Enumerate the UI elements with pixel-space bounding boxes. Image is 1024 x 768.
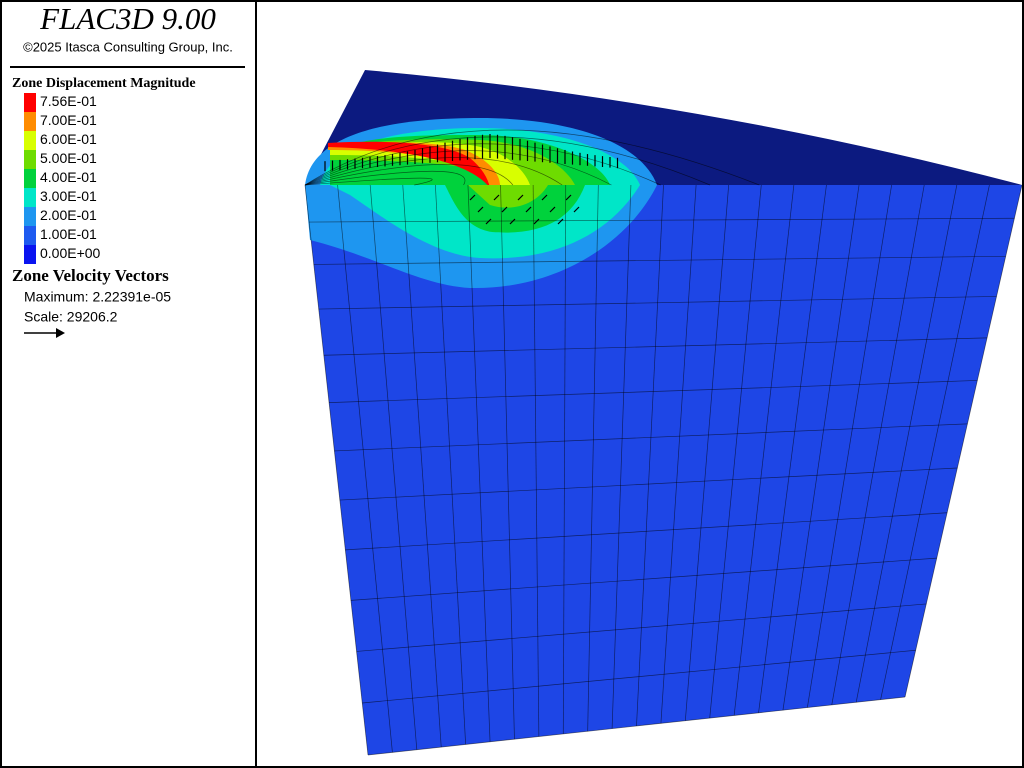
mesh-arc [304,136,711,186]
mesh-arc [304,177,433,186]
model [304,70,1023,756]
legend-label: 1.00E-01 [40,226,97,242]
mesh-line [350,557,937,601]
mesh-line [532,184,540,737]
mesh-arc [304,164,514,186]
vector [541,194,548,201]
mesh-line [323,337,988,356]
mesh-line [500,184,515,740]
vector [517,194,524,201]
legend-label: 7.00E-01 [40,112,97,128]
mesh-line [402,184,442,748]
legend-label: 7.56E-01 [40,93,97,109]
mesh-arc [304,170,466,186]
vector [485,218,492,225]
mesh-line [880,184,990,700]
vector [525,206,532,213]
legend: 7.56E-01 7.00E-01 6.00E-01 5.00E-01 4.00E-01… [24,93,101,264]
legend-swatch [24,150,36,169]
legend-swatch [24,245,36,264]
top-band [330,142,530,185]
mesh-arc [304,150,612,186]
title: FLAC3D 9.00 [39,1,216,36]
vector [557,218,564,225]
legend-label: 5.00E-01 [40,150,97,166]
mesh-line [684,184,730,721]
mesh-line [587,184,599,732]
mesh-line [467,184,491,742]
mesh-line [337,184,393,753]
mesh-line [733,184,795,716]
mesh-line [318,296,997,310]
legend-title: Zone Displacement Magnitude [12,76,196,91]
vectors-title: Zone Velocity Vectors [12,266,169,285]
vectors-scale: Scale: 29206.2 [24,309,118,325]
mesh-line [313,255,1006,265]
legend-swatch [24,93,36,112]
legend-swatch [24,112,36,131]
vector [493,194,500,201]
front-band [468,185,548,208]
legend-label: 2.00E-01 [40,207,97,223]
legend-swatch [24,188,36,207]
mesh-arc [304,143,661,186]
mesh-line [831,184,925,705]
mesh-line [562,184,567,734]
mesh-line [356,603,927,652]
top-band [328,141,490,188]
velocity-vectors [324,134,619,225]
mesh-line [435,184,466,745]
mesh [304,129,1023,756]
mesh-line [782,184,860,711]
legend-swatch [24,169,36,188]
mesh-line [807,184,892,708]
legend-swatch [24,207,36,226]
vector [509,218,516,225]
vector [501,206,508,213]
copyright: ©2025 Itasca Consulting Group, Inc. [23,39,233,54]
front-face [305,185,1022,755]
legend-label: 3.00E-01 [40,188,97,204]
mesh-line [904,184,1023,698]
mesh-line [369,184,418,750]
vector [565,194,572,201]
mesh-line [304,184,369,756]
legend-swatch [24,131,36,150]
mesh-line [636,184,664,727]
mesh-line [345,512,948,551]
mesh-line [334,423,968,452]
mesh-line [309,217,1015,223]
scale-arrow [24,328,65,338]
mesh-line [709,184,762,719]
vector [533,218,540,225]
vector [469,194,476,201]
mesh-line [329,380,978,403]
mesh-line [339,467,958,501]
vectors-maximum: Maximum: 2.22391e-05 [24,289,171,305]
legend-label: 0.00E+00 [40,245,101,261]
mesh-arc [304,157,563,186]
legend-swatch [24,226,36,245]
mesh-line [367,696,906,756]
vector [477,206,484,213]
mesh-line [362,649,916,704]
mesh-line [660,184,697,724]
legend-label: 6.00E-01 [40,131,97,147]
vector [549,206,556,213]
mesh-line [855,184,958,703]
mesh-line [758,184,827,713]
legend-label: 4.00E-01 [40,169,97,185]
mesh-line [611,184,632,729]
vector [573,206,580,213]
